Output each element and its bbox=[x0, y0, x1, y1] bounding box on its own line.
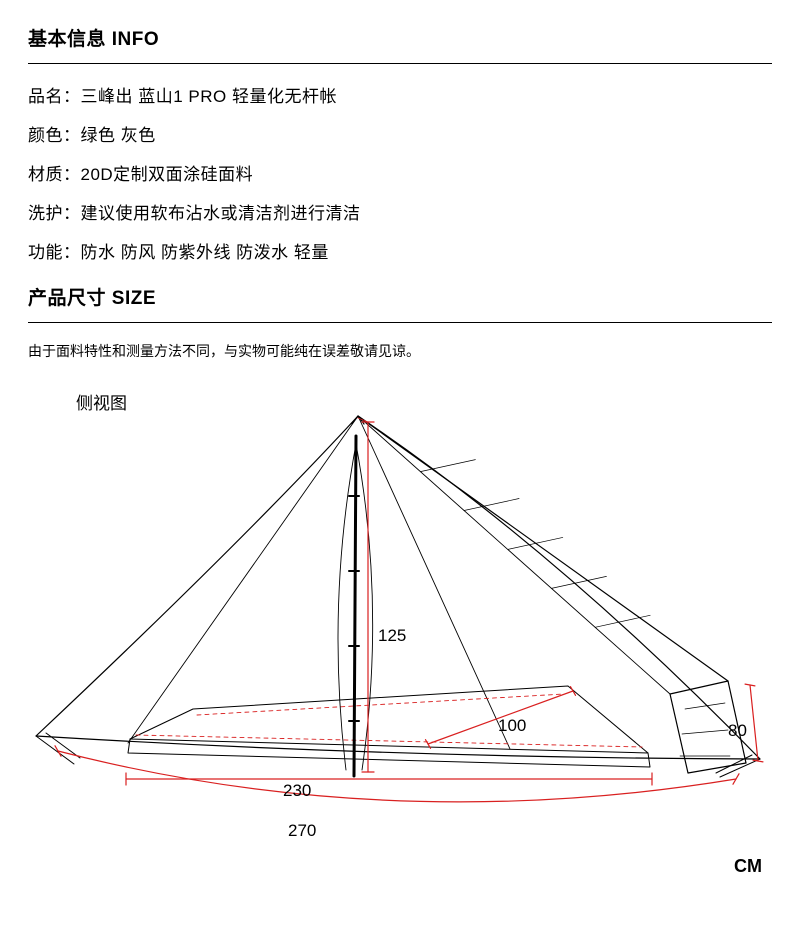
info-color-label: 颜色： bbox=[28, 126, 81, 145]
info-name-label: 品名： bbox=[28, 87, 81, 106]
rule bbox=[28, 322, 772, 323]
tent-diagram: 侧视图 125 230 270 100 80 CM bbox=[28, 381, 772, 881]
info-wash-value: 建议使用软布沾水或清洁剂进行清洁 bbox=[81, 204, 361, 223]
dim-100: 100 bbox=[498, 716, 526, 736]
info-material-label: 材质： bbox=[28, 165, 81, 184]
dim-125: 125 bbox=[378, 626, 406, 646]
rule bbox=[28, 63, 772, 64]
unit-label: CM bbox=[734, 856, 762, 877]
info-name-value: 三峰出 蓝山1 PRO 轻量化无杆帐 bbox=[81, 87, 337, 106]
info-material-value: 20D定制双面涂硅面料 bbox=[81, 165, 254, 184]
dim-230: 230 bbox=[283, 781, 311, 801]
info-function-value: 防水 防风 防紫外线 防泼水 轻量 bbox=[81, 243, 329, 262]
info-color: 颜色：绿色 灰色 bbox=[28, 121, 772, 146]
size-note: 由于面料特性和测量方法不同，与实物可能纯在误差敬请见谅。 bbox=[28, 341, 772, 361]
info-section-title: 基本信息 INFO bbox=[28, 24, 772, 51]
info-wash: 洗护：建议使用软布沾水或清洁剂进行清洁 bbox=[28, 199, 772, 224]
info-color-value: 绿色 灰色 bbox=[81, 126, 156, 145]
info-name: 品名：三峰出 蓝山1 PRO 轻量化无杆帐 bbox=[28, 82, 772, 107]
info-wash-label: 洗护： bbox=[28, 204, 81, 223]
info-material: 材质：20D定制双面涂硅面料 bbox=[28, 160, 772, 185]
dim-80: 80 bbox=[728, 721, 747, 741]
info-function-label: 功能： bbox=[28, 243, 81, 262]
size-section-title: 产品尺寸 SIZE bbox=[28, 283, 772, 310]
info-function: 功能：防水 防风 防紫外线 防泼水 轻量 bbox=[28, 238, 772, 263]
dim-270: 270 bbox=[288, 821, 316, 841]
